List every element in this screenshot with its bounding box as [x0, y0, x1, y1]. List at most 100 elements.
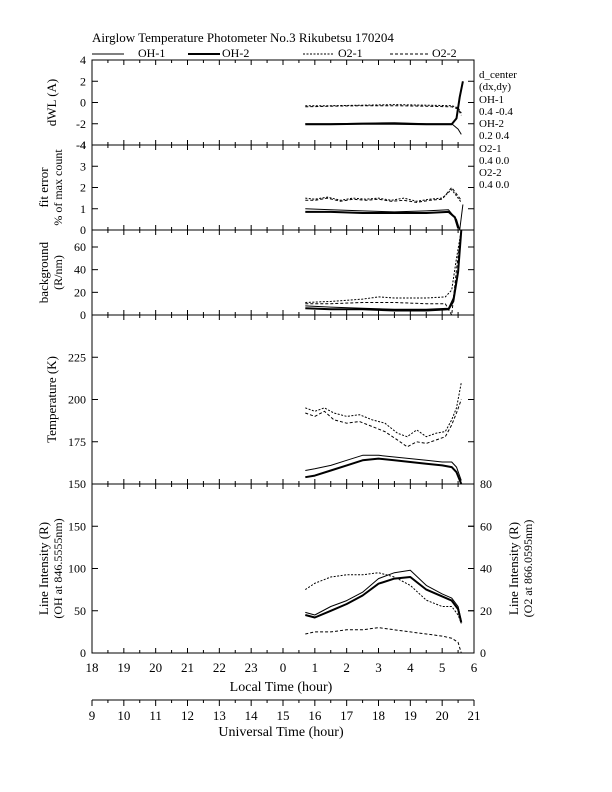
background-y-axis-sublabel: (R/nm)	[51, 255, 65, 290]
intensity-y2-tick-label: 60	[480, 519, 492, 533]
background-series-o2-1	[305, 230, 462, 303]
fit-error-series-oh-1	[305, 204, 464, 230]
intensity-y2-tick-label: 20	[480, 604, 492, 618]
intensity-y-tick-label: 150	[68, 519, 86, 533]
universal-time-tick-label: 18	[372, 708, 385, 723]
temperature-panel: 225 200 175 150 Temperature (K)	[44, 314, 475, 491]
intensity-y2-axis-label: Line Intensity (R)	[506, 522, 521, 615]
local-time-tick-label: 23	[245, 660, 258, 675]
local-time-tick-label: 2	[343, 660, 350, 675]
intensity-y-tick-label: 100	[68, 562, 86, 576]
background-series-o2-2	[305, 230, 462, 315]
d-center-oh-1-value: 0.4 -0.4	[479, 106, 513, 118]
intensity-series-o2-2	[305, 627, 462, 653]
temperature-series-oh-2	[305, 457, 463, 484]
fit-error-y-tick-label: 0	[80, 223, 86, 237]
intensity-y-axis-label: Line Intensity (R)	[36, 522, 51, 615]
temperature-y-tick-label: 175	[68, 435, 86, 449]
temperature-y-tick-label: 225	[68, 350, 86, 364]
intensity-y2-tick-label: 40	[480, 562, 492, 576]
temperature-series-o2-2	[305, 399, 462, 448]
universal-time-tick-label: 20	[436, 708, 449, 723]
legend-label-o2-1: O2-1	[338, 46, 363, 60]
intensity-y-tick-label: 50	[74, 604, 86, 618]
d-center-oh-1-label: OH-1	[479, 94, 504, 106]
d-center-legend: d_center (dx,dy) OH-1 0.4 -0.4 OH-2 0.2 …	[479, 69, 517, 191]
dwl-y-axis-label: dWL (A)	[44, 79, 59, 127]
fit-error-y-tick-label: 2	[80, 181, 86, 195]
intensity-y2-axis-sublabel: (O2 at 866.0595nm)	[521, 520, 535, 618]
fit-error-series-o2-1	[305, 189, 462, 203]
temperature-y-axis-label: Temperature (K)	[44, 356, 59, 443]
universal-time-tick-label: 21	[468, 708, 481, 723]
universal-time-tick-label: 11	[149, 708, 162, 723]
local-time-axis-label: Local Time (hour)	[230, 680, 333, 695]
temperature-series-o2-1	[305, 382, 462, 438]
local-time-tick-label: 18	[86, 660, 99, 675]
universal-time-axis-label: Universal Time (hour)	[218, 725, 344, 740]
dwl-frame	[91, 59, 475, 146]
d-center-o2-2-label: O2-2	[479, 167, 502, 179]
background-y-tick-label: 60	[74, 240, 86, 254]
fit-error-series-o2-2	[305, 187, 462, 203]
intensity-y2-tick-label: 0	[480, 646, 486, 660]
temperature-y-tick-label: 150	[68, 477, 86, 491]
local-time-tick-label: 19	[117, 660, 130, 675]
universal-time-tick-label: 16	[308, 708, 322, 723]
background-y-axis-label: background	[36, 241, 51, 303]
background-series-oh-2	[305, 230, 463, 312]
universal-time-tick-label: 19	[404, 708, 417, 723]
dwl-series-oh-2	[305, 81, 464, 126]
temperature-series-oh-1	[305, 454, 462, 481]
local-time-tick-label: 1	[312, 660, 319, 675]
fit-error-y-tick-label: 3	[80, 159, 86, 173]
universal-time-tick-label: 10	[117, 708, 130, 723]
universal-time-tick-label: 15	[277, 708, 290, 723]
dwl-series-o2-1	[305, 104, 462, 114]
local-time-tick-label: 0	[280, 660, 287, 675]
intensity-series-oh-1	[305, 569, 462, 622]
fit-error-y-tick-label: 1	[80, 202, 86, 216]
dwl-y-tick-label: -4	[76, 138, 86, 152]
background-y-tick-label: 20	[74, 285, 86, 299]
dwl-y-tick-label: -2	[76, 117, 86, 131]
temperature-frame	[91, 314, 475, 485]
background-frame	[91, 229, 475, 316]
background-y-tick-label: 40	[74, 263, 86, 277]
intensity-y-tick-label: 0	[80, 646, 86, 660]
intensity-frame	[91, 483, 475, 654]
background-y-tick-label: 0	[80, 308, 86, 322]
d-center-o2-1-label: O2-1	[479, 143, 502, 155]
universal-time-tick-label: 13	[213, 708, 226, 723]
legend-label-oh-1: OH-1	[138, 46, 165, 60]
local-time-tick-label: 6	[471, 660, 478, 675]
d-center-o2-1-value: 0.4 0.0	[479, 155, 510, 167]
d-center-header: d_center	[479, 69, 517, 81]
universal-time-tick-label: 12	[181, 708, 194, 723]
d-center-oh-2-label: OH-2	[479, 118, 504, 130]
intensity-series-oh-2	[305, 576, 463, 623]
universal-time-tick-label: 14	[245, 708, 259, 723]
temperature-y-tick-label: 200	[68, 393, 86, 407]
dwl-y-tick-label: 4	[80, 53, 86, 67]
universal-time-tick-label: 9	[89, 708, 96, 723]
local-time-tick-label: 4	[407, 660, 414, 675]
dwl-series-o2-2	[305, 105, 462, 116]
legend-label-oh-2: OH-2	[222, 46, 249, 60]
background-panel: 60 40 20 0 background (R/nm)	[36, 229, 475, 322]
local-time-tick-label: 20	[149, 660, 162, 675]
local-time-tick-label: 3	[375, 660, 382, 675]
d-center-o2-2-value: 0.4 0.0	[479, 179, 510, 191]
intensity-y2-tick-label: 80	[480, 477, 492, 491]
figure-title: Airglow Temperature Photometer No.3 Riku…	[92, 30, 394, 45]
dwl-y-tick-label: 2	[80, 74, 86, 88]
legend: OH-1 OH-2 O2-1 O2-2	[92, 46, 457, 60]
local-time-tick-label: 21	[181, 660, 194, 675]
d-center-oh-2-value: 0.2 0.4	[479, 130, 510, 142]
dwl-panel: 4 2 0 -2 -4 dWL (A)	[44, 53, 475, 152]
fit-error-series-oh-2	[305, 210, 460, 229]
fit-error-y-axis-label: fit error	[36, 167, 51, 208]
intensity-series-o2-1	[305, 572, 462, 624]
